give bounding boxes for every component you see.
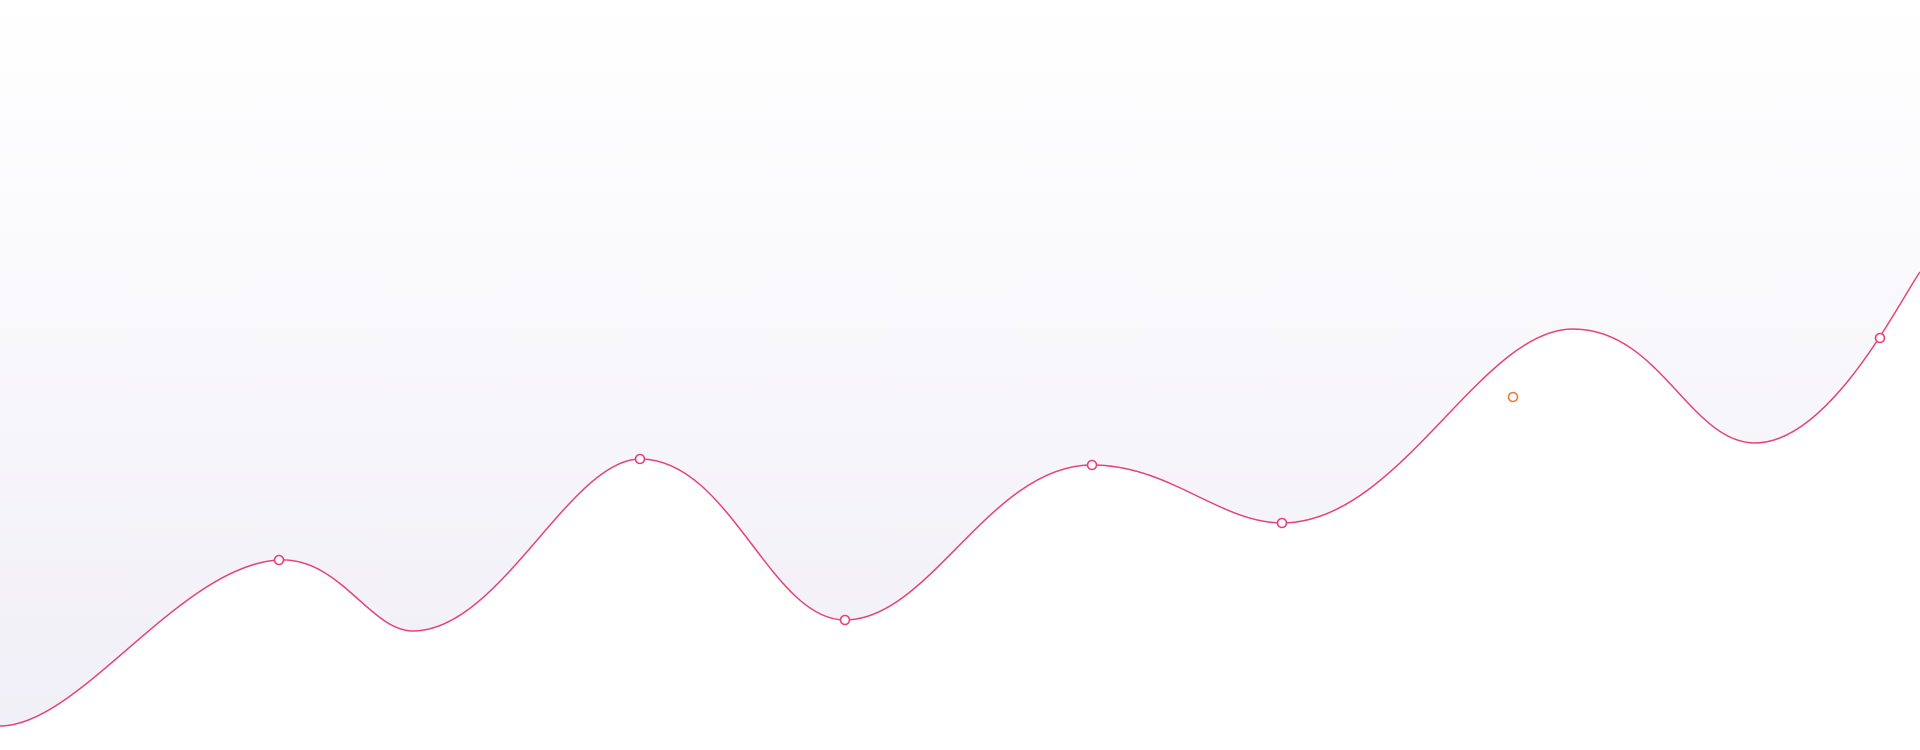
- wave-marker: [1276, 517, 1288, 529]
- accent-marker: [1507, 391, 1519, 403]
- wave-marker: [634, 453, 646, 465]
- wave-marker: [1874, 332, 1886, 344]
- wave-marker: [839, 614, 851, 626]
- wave-area: [0, 0, 1920, 726]
- wave-marker: [1086, 459, 1098, 471]
- wave-line: [0, 271, 1920, 727]
- wave-marker: [273, 554, 285, 566]
